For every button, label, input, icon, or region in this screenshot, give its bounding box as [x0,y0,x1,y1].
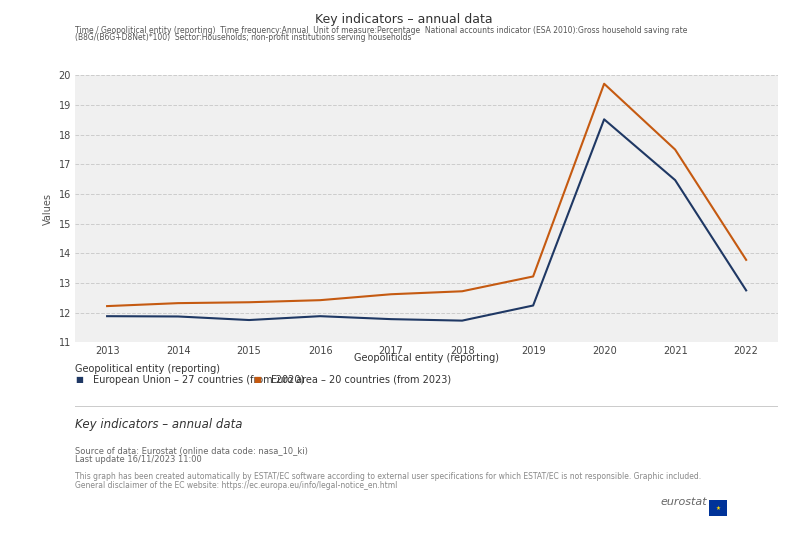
Text: General disclaimer of the EC website: https://ec.europa.eu/info/legal-notice_en.: General disclaimer of the EC website: ht… [75,481,398,490]
Text: Time / Geopolitical entity (reporting)  Time frequency:Annual  Unit of measure:P: Time / Geopolitical entity (reporting) T… [75,26,688,35]
Text: eurostat: eurostat [660,496,707,507]
Text: Source of data: Eurostat (online data code: nasa_10_ki): Source of data: Eurostat (online data co… [75,446,308,455]
Text: Key indicators – annual data: Key indicators – annual data [315,13,493,26]
Text: (B8G/(B6G+D8Net)*100)  Sector:Households; non-profit institutions serving househ: (B8G/(B6G+D8Net)*100) Sector:Households;… [75,33,411,43]
Text: ★: ★ [716,506,721,511]
Text: Geopolitical entity (reporting): Geopolitical entity (reporting) [354,353,499,363]
Text: Key indicators – annual data: Key indicators – annual data [75,418,242,431]
Text: Last update 16/11/2023 11:00: Last update 16/11/2023 11:00 [75,455,202,465]
Text: This graph has been created automatically by ESTAT/EC software according to exte: This graph has been created automaticall… [75,472,701,481]
Y-axis label: Values: Values [43,193,53,225]
Text: Geopolitical entity (reporting): Geopolitical entity (reporting) [75,364,220,374]
Text: European Union – 27 countries (from 2020): European Union – 27 countries (from 2020… [93,375,304,385]
Text: ■: ■ [253,375,261,384]
Text: ■: ■ [75,375,83,384]
Text: Euro area – 20 countries (from 2023): Euro area – 20 countries (from 2023) [271,375,451,385]
